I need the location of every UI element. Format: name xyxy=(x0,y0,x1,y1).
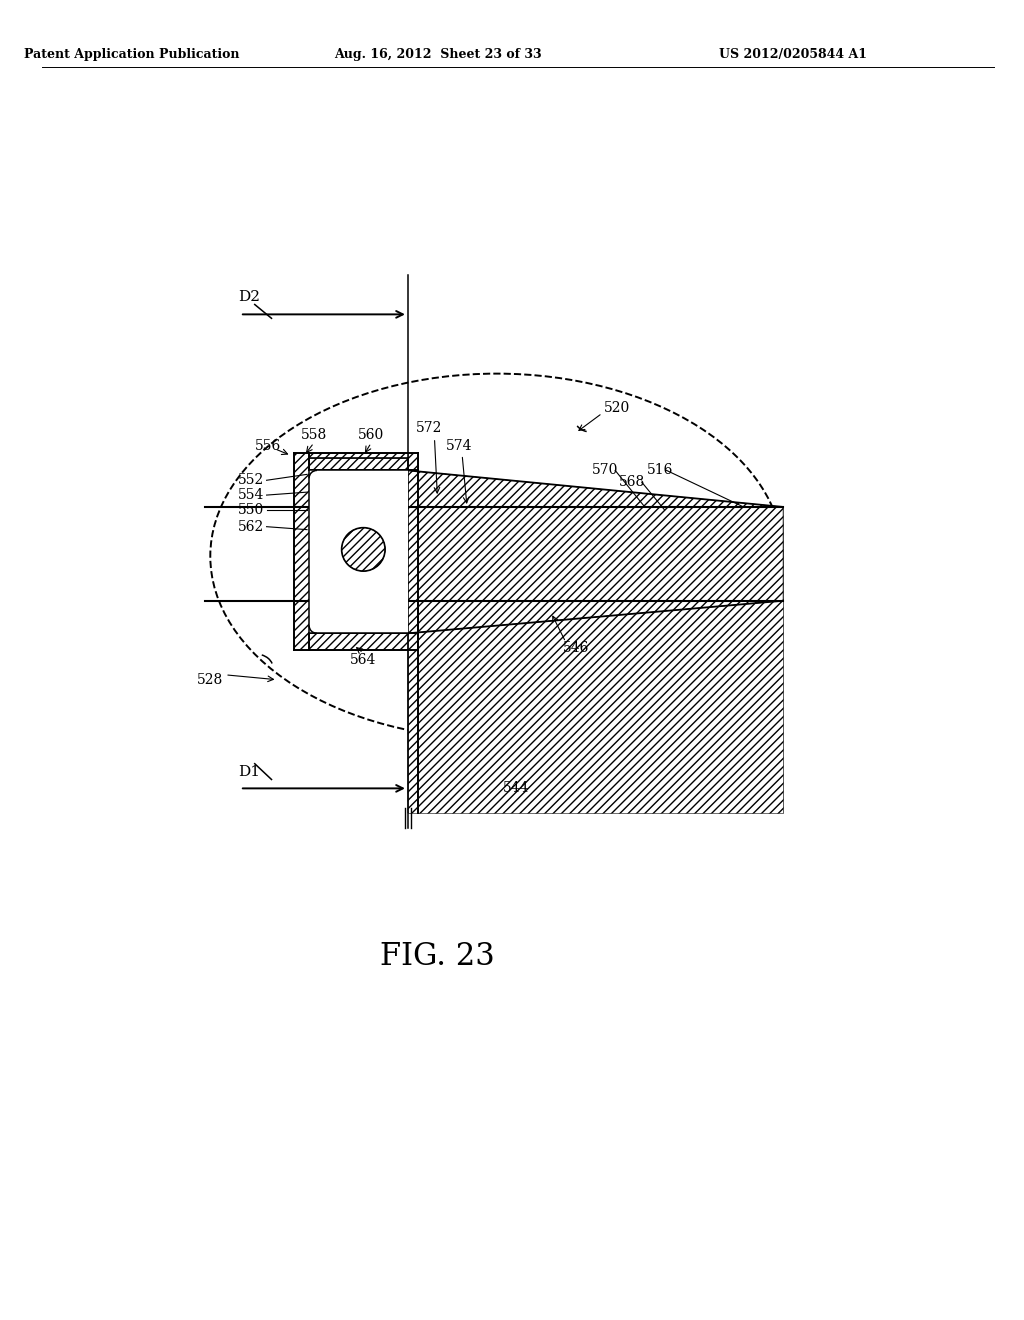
Text: 546: 546 xyxy=(562,642,589,655)
Text: 570: 570 xyxy=(592,463,618,478)
Polygon shape xyxy=(408,470,783,634)
Text: Aug. 16, 2012  Sheet 23 of 33: Aug. 16, 2012 Sheet 23 of 33 xyxy=(334,48,542,61)
Text: 562: 562 xyxy=(239,520,264,533)
Text: D1: D1 xyxy=(238,764,260,779)
Bar xyxy=(294,453,309,651)
Text: 558: 558 xyxy=(301,428,327,442)
Text: 544: 544 xyxy=(503,781,529,796)
Bar xyxy=(309,470,408,634)
Text: Patent Application Publication: Patent Application Publication xyxy=(24,48,239,61)
Text: 528: 528 xyxy=(198,673,223,686)
Text: 554: 554 xyxy=(239,488,264,502)
Text: 560: 560 xyxy=(358,428,384,442)
Bar xyxy=(309,453,408,458)
Text: 574: 574 xyxy=(445,438,472,453)
Text: 516: 516 xyxy=(646,463,673,478)
Text: 572: 572 xyxy=(417,421,442,434)
Circle shape xyxy=(342,528,385,572)
Circle shape xyxy=(342,528,385,572)
Bar xyxy=(309,453,418,470)
Bar xyxy=(309,634,418,651)
Text: 550: 550 xyxy=(239,503,264,517)
Polygon shape xyxy=(408,470,783,813)
Text: 564: 564 xyxy=(350,653,377,667)
Text: D2: D2 xyxy=(238,289,260,304)
Text: FIG. 23: FIG. 23 xyxy=(380,941,495,972)
Polygon shape xyxy=(408,470,783,813)
Text: 520: 520 xyxy=(604,401,630,416)
Text: 552: 552 xyxy=(239,474,264,487)
Text: US 2012/0205844 A1: US 2012/0205844 A1 xyxy=(719,48,867,61)
Text: 556: 556 xyxy=(254,438,281,453)
Text: 568: 568 xyxy=(618,475,645,490)
